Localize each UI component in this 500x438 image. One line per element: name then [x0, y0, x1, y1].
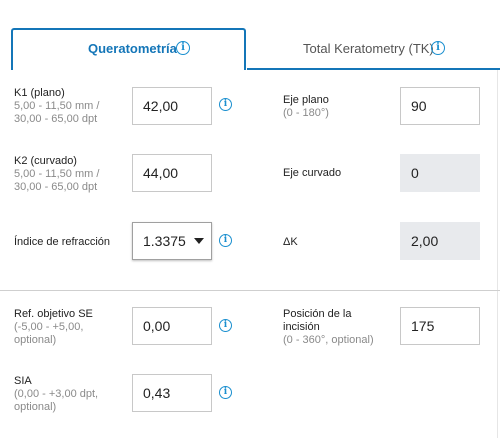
- incision-hint: (0 - 360°, optional): [283, 334, 374, 346]
- k2-input[interactable]: 44,00: [132, 154, 212, 192]
- k1-input[interactable]: 42,00: [132, 87, 212, 125]
- sia-label: SIA: [14, 375, 32, 387]
- eje-plano-input[interactable]: 90: [400, 87, 480, 125]
- k1-hint: 30,00 - 65,00 dpt: [14, 113, 98, 125]
- k2-hint: 5,00 - 11,50 mm /: [14, 168, 100, 180]
- info-icon[interactable]: i: [431, 41, 445, 55]
- info-icon[interactable]: i: [176, 41, 190, 55]
- sia-hint: (0,00 - +3,00 dpt,: [14, 388, 99, 400]
- refraction-index-label: Índice de refracción: [14, 236, 110, 248]
- delta-k-value: 2,00: [400, 222, 480, 260]
- k1-label: K1 (plano): [14, 87, 65, 99]
- ref-target-hint: optional): [14, 334, 57, 346]
- ref-target-label: Ref. objetivo SE: [14, 308, 93, 320]
- k2-hint: 30,00 - 65,00 dpt: [14, 181, 98, 193]
- eje-curvado-value: 0: [400, 154, 480, 192]
- delta-k-label: ΔK: [283, 236, 298, 248]
- info-icon[interactable]: i: [219, 98, 232, 111]
- incision-label: Posición de la: [283, 308, 352, 320]
- chevron-down-icon: [193, 238, 204, 244]
- eje-curvado-label: Eje curvado: [283, 167, 342, 179]
- ref-target-hint: (-5,00 - +5,00,: [14, 321, 84, 333]
- info-icon[interactable]: i: [219, 319, 232, 332]
- eje-plano-label: Eje plano: [283, 94, 329, 106]
- k2-label: K2 (curvado): [14, 155, 77, 167]
- tab-queratometria[interactable]: [11, 28, 246, 70]
- incision-input[interactable]: 175: [400, 307, 480, 345]
- refraction-index-select[interactable]: 1.3375: [132, 222, 212, 260]
- tab-underline: [247, 68, 500, 70]
- tab-total-keratometry[interactable]: Total Keratometry (TK): [303, 41, 434, 56]
- sia-hint: optional): [14, 401, 57, 413]
- sia-input[interactable]: 0,43: [132, 374, 212, 412]
- incision-label: incisión: [283, 321, 320, 333]
- info-icon[interactable]: i: [219, 386, 232, 399]
- info-icon[interactable]: i: [219, 234, 232, 247]
- section-divider: [0, 290, 500, 291]
- ref-target-input[interactable]: 0,00: [132, 307, 212, 345]
- eje-plano-hint: (0 - 180°): [283, 107, 329, 119]
- tab-queratometria-label[interactable]: Queratometría: [88, 41, 177, 56]
- k1-hint: 5,00 - 11,50 mm /: [14, 100, 100, 112]
- panel-border: [497, 70, 498, 438]
